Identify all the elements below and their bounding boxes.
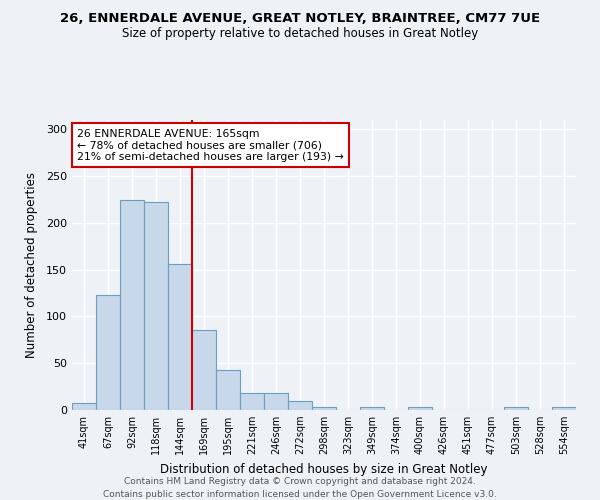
Text: 26, ENNERDALE AVENUE, GREAT NOTLEY, BRAINTREE, CM77 7UE: 26, ENNERDALE AVENUE, GREAT NOTLEY, BRAI… [60, 12, 540, 26]
Bar [504, 407, 528, 410]
Bar [72, 404, 96, 410]
Text: Contains HM Land Registry data © Crown copyright and database right 2024.: Contains HM Land Registry data © Crown c… [124, 478, 476, 486]
Bar [264, 393, 288, 410]
Bar [408, 407, 432, 410]
Bar [216, 370, 240, 410]
Bar [96, 295, 120, 410]
Text: Contains public sector information licensed under the Open Government Licence v3: Contains public sector information licen… [103, 490, 497, 499]
Bar [192, 330, 216, 410]
Bar [312, 407, 336, 410]
Bar [144, 202, 168, 410]
Bar [240, 393, 264, 410]
Bar [120, 200, 144, 410]
Text: 26 ENNERDALE AVENUE: 165sqm
← 78% of detached houses are smaller (706)
21% of se: 26 ENNERDALE AVENUE: 165sqm ← 78% of det… [77, 128, 344, 162]
Bar [288, 400, 312, 410]
Y-axis label: Number of detached properties: Number of detached properties [25, 172, 38, 358]
Bar [360, 407, 384, 410]
X-axis label: Distribution of detached houses by size in Great Notley: Distribution of detached houses by size … [160, 462, 488, 475]
Text: Size of property relative to detached houses in Great Notley: Size of property relative to detached ho… [122, 28, 478, 40]
Bar [168, 264, 192, 410]
Bar [552, 407, 576, 410]
